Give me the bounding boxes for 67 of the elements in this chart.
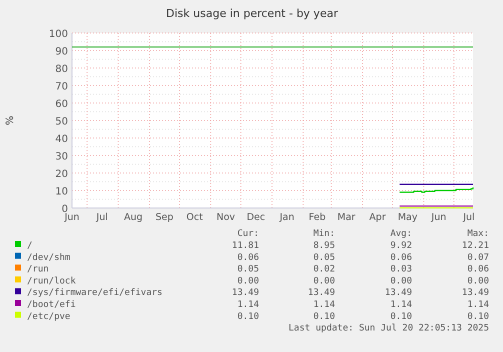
chart-title: Disk usage in percent - by year: [166, 7, 338, 20]
y-tick-label: 100: [48, 29, 68, 40]
legend-label: /boot/efi: [27, 300, 76, 310]
text: Cur:: [237, 229, 259, 239]
x-tick-label: Jul: [462, 212, 475, 223]
text: 0.00: [467, 276, 489, 286]
text: Max:: [467, 229, 489, 239]
y-tick-label: 20: [55, 169, 68, 180]
y-tick-label: 30: [55, 152, 68, 162]
x-tick-label: Mar: [337, 212, 356, 223]
text: 1.14: [390, 300, 412, 310]
x-tick-label: Feb: [308, 212, 326, 223]
y-tick-label: 10: [55, 186, 68, 198]
text: 11.81: [232, 241, 259, 251]
x-tick-label: Nov: [216, 212, 236, 223]
x-tick-label: Jun: [64, 212, 80, 223]
legend-label: /dev/shm: [27, 252, 70, 263]
text: 0.10: [237, 312, 259, 322]
y-axis-title: %: [5, 116, 16, 126]
text: 0.03: [390, 264, 412, 275]
text: 13.49: [232, 288, 259, 298]
text: 13.49: [308, 288, 335, 298]
text: 0.06: [237, 252, 259, 263]
x-tick-label: Jun: [430, 212, 446, 223]
x-tick-label: Dec: [246, 212, 266, 223]
x-tick-label: Jan: [278, 212, 294, 223]
y-tick-label: 70: [55, 82, 68, 92]
text: 0.02: [313, 264, 335, 275]
text: 0.10: [390, 312, 412, 322]
text: 8.95: [313, 241, 335, 251]
text: 13.49: [384, 288, 412, 298]
y-tick-label: 50: [55, 116, 68, 128]
text: 1.14: [467, 300, 489, 310]
y-tick-label: 90: [55, 46, 68, 58]
y-tick-label: 80: [55, 64, 68, 75]
y-tick-label: 40: [55, 134, 68, 145]
text: 13.49: [462, 288, 489, 298]
text: 0.00: [313, 276, 335, 286]
text: 12.21: [462, 241, 489, 251]
text: 0.10: [313, 312, 335, 322]
x-tick-label: Sep: [156, 212, 174, 223]
y-tick-label: 0: [62, 204, 68, 215]
text: 1.14: [313, 300, 335, 310]
x-tick-label: Aug: [124, 212, 143, 223]
x-tick-label: Oct: [186, 212, 204, 223]
legend-label: /: [27, 241, 32, 251]
legend-label: /run: [27, 264, 49, 275]
text: Avg:: [390, 229, 412, 239]
legend-label: /run/lock: [27, 276, 76, 286]
legend-label: /etc/pve: [27, 312, 70, 322]
text: 0.05: [237, 264, 259, 275]
legend-label: /sys/firmware/efi/efivars: [27, 288, 162, 298]
text: 0.00: [390, 276, 412, 286]
text: 9.92: [390, 241, 412, 251]
text: 0.06: [467, 264, 489, 275]
x-tick-label: Apr: [369, 212, 386, 223]
x-tick-label: May: [398, 212, 418, 223]
x-tick-label: Jul: [95, 212, 108, 223]
text: 0.07: [467, 252, 489, 263]
text: 0.06: [390, 252, 412, 263]
text: 0.10: [467, 312, 489, 322]
text: 1.14: [237, 300, 259, 310]
text: Last update: Sun Jul 20 22:05:13 2025: [288, 324, 489, 334]
text: 0.05: [313, 252, 335, 263]
y-tick-label: 60: [55, 99, 68, 110]
text: Min:: [313, 229, 335, 239]
text: 0.00: [237, 276, 259, 286]
